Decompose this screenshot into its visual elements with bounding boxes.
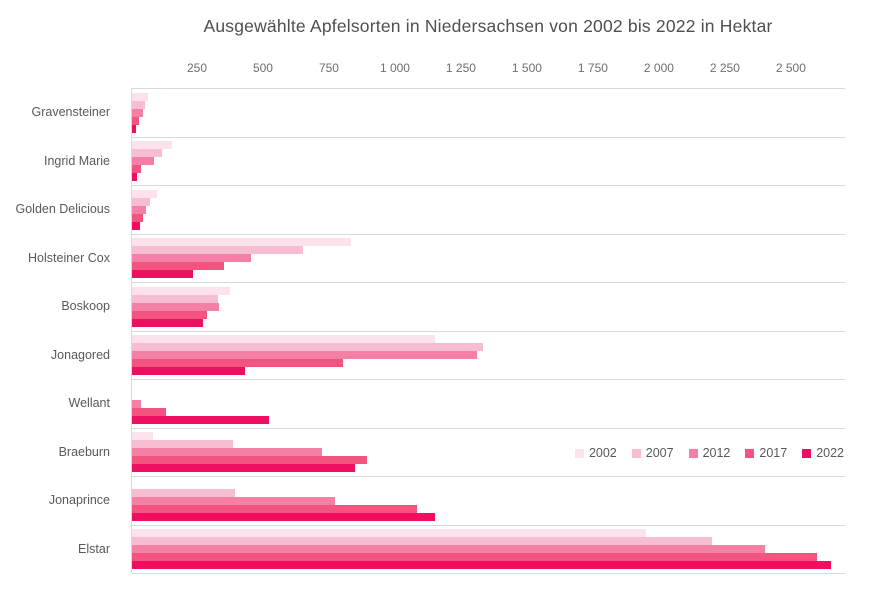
bar-2022 [132, 512, 436, 521]
bar-2007 [132, 100, 146, 109]
category-label: Wellant [68, 396, 110, 411]
category-label: Jonagored [50, 347, 110, 362]
plot-area [131, 88, 845, 574]
bar-2022 [132, 367, 246, 376]
bar-2017 [132, 310, 208, 319]
bar-2022 [132, 221, 140, 230]
bar-2012 [132, 157, 155, 166]
bar-2007 [132, 488, 235, 497]
legend-item-2022: 2022 [802, 446, 844, 460]
legend-label: 2022 [816, 446, 844, 460]
bar-2002 [132, 238, 351, 247]
bar-2012 [132, 302, 219, 311]
bar-2007 [132, 343, 483, 352]
bar-2017 [132, 262, 225, 271]
category-row [132, 235, 845, 283]
bar-2022 [132, 464, 355, 473]
bar-2017 [132, 553, 818, 562]
category-label: Braeburn [58, 444, 110, 459]
category-row [132, 138, 845, 186]
legend-swatch-icon [574, 448, 584, 458]
legend-swatch-icon [631, 448, 641, 458]
bar-2017 [132, 213, 143, 222]
x-tick-label: 1 000 [379, 61, 410, 75]
x-tick-label: 750 [318, 61, 339, 75]
x-tick-label: 1 750 [577, 61, 608, 75]
bar-2022 [132, 270, 193, 279]
x-tick-label: 2 500 [775, 61, 806, 75]
bar-2002 [132, 335, 436, 344]
x-tick-label: 1 250 [445, 61, 476, 75]
bar-2007 [132, 246, 304, 255]
x-tick-label: 250 [186, 61, 207, 75]
legend-item-2017: 2017 [745, 446, 787, 460]
bar-2017 [132, 456, 367, 465]
category-label: Jonaprince [48, 493, 110, 508]
bar-2022 [132, 124, 136, 133]
legend-label: 2002 [588, 446, 617, 460]
category-row [132, 332, 845, 380]
bar-2012 [132, 545, 765, 554]
legend-swatch-icon [688, 448, 698, 458]
bar-2017 [132, 116, 139, 125]
legend-label: 2017 [759, 446, 788, 460]
category-row [132, 89, 845, 138]
bar-2012 [132, 205, 147, 214]
x-tick-label: 1 500 [511, 61, 542, 75]
bar-2002 [132, 529, 646, 538]
category-label: Holsteiner Cox [28, 250, 110, 265]
x-tick-label: 500 [252, 61, 273, 75]
bar-2017 [132, 359, 343, 368]
legend: 2002 2007 2012 2017 2022 [574, 446, 844, 460]
bar-2022 [132, 415, 270, 424]
bar-2007 [132, 440, 234, 449]
category-row [132, 526, 845, 574]
bar-2017 [132, 407, 167, 416]
category-label: Elstar [78, 541, 110, 556]
bar-2012 [132, 351, 478, 360]
category-label: Boskoop [61, 299, 110, 314]
category-row [132, 429, 845, 477]
bar-2002 [132, 432, 154, 441]
bar-2002 [132, 189, 158, 198]
legend-swatch-icon [802, 448, 812, 458]
legend-item-2012: 2012 [688, 446, 731, 460]
x-tick-label: 2 250 [709, 61, 740, 75]
category-label: Golden Delicious [15, 202, 111, 217]
x-axis: 250 500 750 1 000 1 250 1 500 1 750 2 000 2 250 2… [131, 61, 845, 77]
bar-2022 [132, 561, 831, 570]
legend-label: 2007 [645, 446, 674, 460]
x-tick-label: 2 000 [643, 61, 674, 75]
category-axis: Gravensteiner Ingrid Marie Golden Deliciou… [0, 88, 120, 573]
bar-2012 [132, 496, 335, 505]
category-row [132, 380, 845, 429]
category-row [132, 186, 845, 235]
bar-2012 [132, 108, 143, 117]
bar-2017 [132, 504, 417, 513]
bar-2007 [132, 294, 218, 303]
category-label: Ingrid Marie [44, 153, 110, 168]
bar-2007 [132, 537, 712, 546]
bar-2022 [132, 318, 204, 327]
bar-2022 [132, 173, 137, 182]
bar-2017 [132, 165, 142, 174]
bar-2002 [132, 286, 230, 295]
bar-2007 [132, 149, 163, 158]
legend-swatch-icon [745, 448, 755, 458]
bar-2007 [132, 197, 151, 206]
bar-2002 [132, 92, 148, 101]
bar-2012 [132, 399, 142, 408]
category-label: Gravensteiner [31, 105, 110, 120]
legend-item-2002: 2002 [574, 446, 617, 460]
chart-title: Ausgewählte Apfelsorten in Niedersachsen… [203, 16, 773, 36]
bar-2012 [132, 254, 251, 263]
legend-label: 2012 [702, 446, 731, 460]
category-row [132, 283, 845, 332]
bar-2012 [132, 448, 322, 457]
legend-item-2007: 2007 [631, 446, 674, 460]
category-row [132, 477, 845, 526]
bar-2002 [132, 141, 172, 150]
